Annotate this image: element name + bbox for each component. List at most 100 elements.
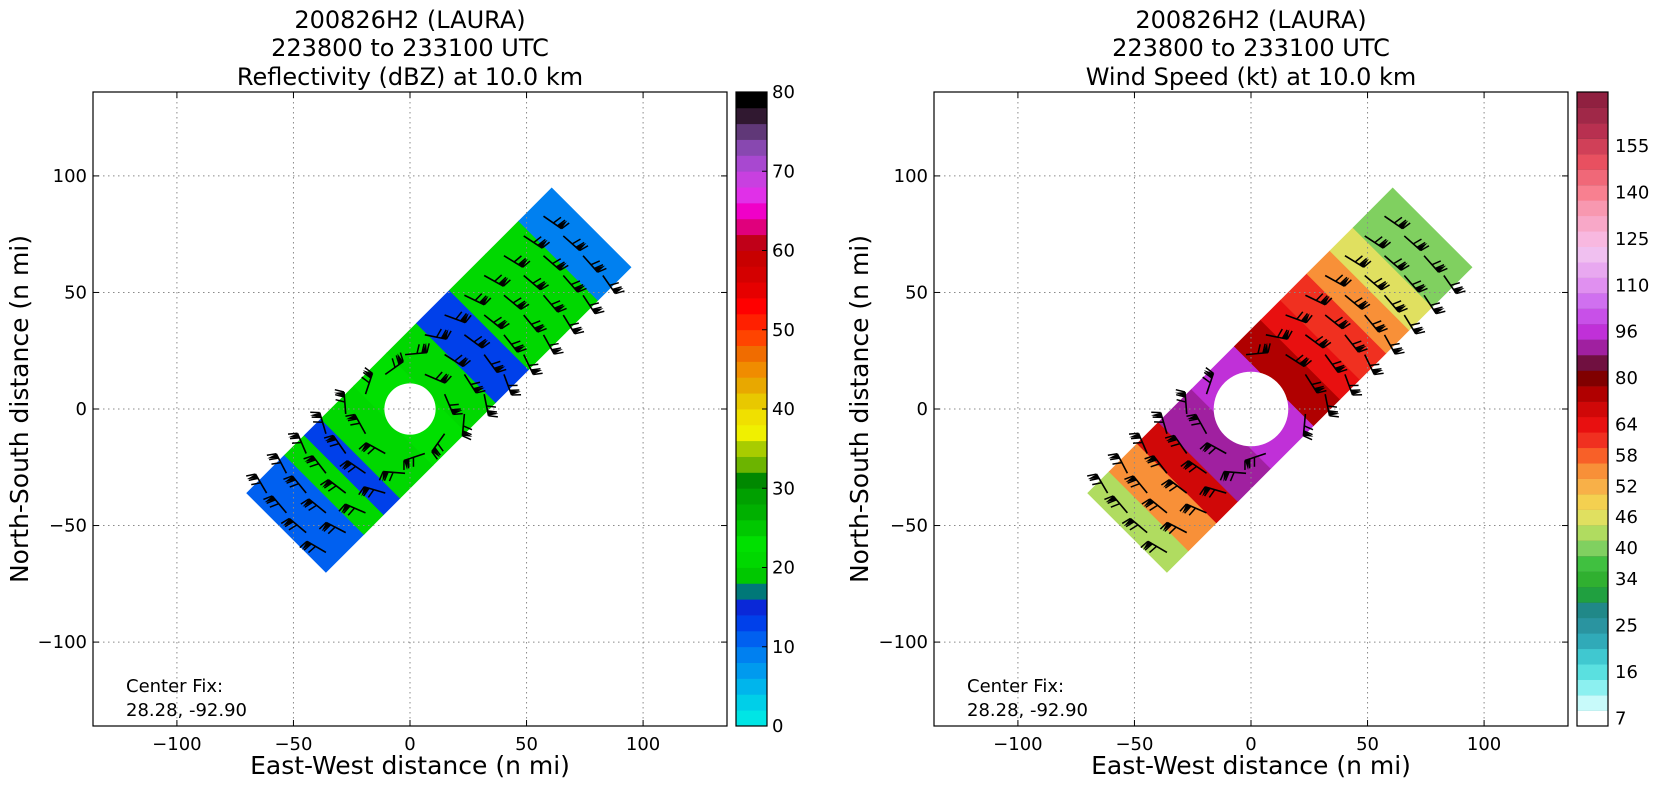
colorbar-tick-label: 20 xyxy=(772,558,795,579)
colorbar-tick-label: 58 xyxy=(1615,445,1638,466)
wind-barb xyxy=(483,354,507,374)
colorbar-bin xyxy=(736,123,767,140)
wind-barb xyxy=(523,354,543,376)
colorbar-bin xyxy=(736,615,767,632)
wind-speed-colorbar: 7 16 25 34 40 46 52 58 64 80 96 110 125 140 155 xyxy=(1576,91,1649,729)
x-axis-label: East-West distance (n mi) xyxy=(250,751,570,780)
wind-barb xyxy=(523,314,547,333)
chart-title-line-1: 200826H2 (LAURA) xyxy=(1135,6,1366,34)
wind-barb xyxy=(339,460,366,474)
colorbar-bin xyxy=(1577,293,1608,309)
colorbar-tick-label: 155 xyxy=(1615,136,1649,157)
colorbar-bin xyxy=(736,266,767,283)
colorbar-bin xyxy=(736,710,767,727)
wind-barb xyxy=(1344,255,1372,268)
colorbar-tick-label: 140 xyxy=(1615,183,1649,204)
storm-eye xyxy=(1213,371,1289,447)
wind-barb xyxy=(542,334,564,355)
wind-barb xyxy=(503,374,522,396)
colorbar-bin xyxy=(736,583,767,600)
wind-barb xyxy=(424,328,452,340)
x-tick-label: −100 xyxy=(993,734,1042,755)
colorbar-bin xyxy=(736,630,767,648)
colorbar-bin xyxy=(736,440,767,457)
wind-barb xyxy=(444,353,472,368)
reflectivity-colorbar: 0 10 20 30 40 50 60 70 80 xyxy=(735,82,795,737)
colorbar-tick-label: 16 xyxy=(1615,662,1638,683)
colorbar-tick-label: 80 xyxy=(1615,368,1638,389)
wind-barb xyxy=(523,235,551,249)
x-tick-label: 100 xyxy=(626,734,660,755)
colorbar-bin xyxy=(736,424,767,442)
wind-barb xyxy=(1199,442,1227,455)
colorbar-bin xyxy=(1577,401,1608,418)
wind-barb xyxy=(503,255,531,268)
wind-barbs xyxy=(1087,215,1466,554)
y-tick-label: −100 xyxy=(38,632,87,653)
colorbar-bin xyxy=(736,298,767,315)
wind-barb xyxy=(1344,374,1363,396)
wind-barb xyxy=(1364,274,1390,291)
colorbar-bin xyxy=(736,393,767,410)
colorbar-bin xyxy=(736,504,767,521)
colorbar-frame xyxy=(1576,91,1609,727)
colorbar-tick-label: 80 xyxy=(772,82,795,103)
field-band xyxy=(518,187,632,301)
wind-barb xyxy=(483,394,499,418)
colorbar-bin xyxy=(736,313,767,331)
colorbar-bin xyxy=(1577,153,1608,170)
colorbar-bin xyxy=(1577,339,1608,356)
x-ticks: −100 −50 0 50 100 xyxy=(152,92,660,755)
colorbar-bin xyxy=(1577,710,1608,727)
colorbar-bin xyxy=(736,678,767,695)
colorbar-tick-label: 110 xyxy=(1615,275,1649,296)
y-tick-label: 50 xyxy=(905,282,928,303)
wind-barb xyxy=(602,275,625,295)
y-ticks: −100 −50 0 50 100 xyxy=(879,166,1568,653)
x-tick-label: −50 xyxy=(274,734,312,755)
wind-barb xyxy=(358,486,386,498)
colorbar-bin xyxy=(736,377,767,394)
colorbar-bin xyxy=(1577,555,1608,572)
wind-barb xyxy=(318,521,347,535)
colorbar-bin xyxy=(1577,323,1608,340)
colorbar-bin xyxy=(1577,200,1608,217)
colorbar-bin xyxy=(736,155,767,172)
wind-barb xyxy=(1324,394,1340,418)
wind-barb xyxy=(1121,517,1148,534)
plot-gridlines xyxy=(93,92,727,726)
wind-barb xyxy=(266,453,288,474)
colorbar-tick-label: 25 xyxy=(1615,615,1638,636)
wind-barb xyxy=(1124,475,1148,494)
colorbar-bin xyxy=(736,694,767,711)
wind-barb xyxy=(1265,328,1293,340)
chart-title-line-3: Reflectivity (dBZ) at 10.0 km xyxy=(237,63,583,91)
wind-barb xyxy=(1180,460,1207,474)
wind-barb xyxy=(424,371,452,384)
colorbar-bin xyxy=(1577,509,1608,526)
wind-barb xyxy=(1403,235,1430,252)
wind-barb xyxy=(1383,294,1408,313)
wind-barb xyxy=(310,411,327,434)
wind-barb xyxy=(1160,479,1188,494)
wind-barb xyxy=(378,470,406,482)
center-fix-coordinates: 28.28, -92.90 xyxy=(126,700,247,721)
colorbar-bin xyxy=(1577,416,1608,433)
wind-barb xyxy=(334,388,347,415)
wind-barb xyxy=(358,442,386,455)
wind-barb xyxy=(463,334,491,349)
colorbar-bin xyxy=(736,345,767,362)
wind-barb xyxy=(1364,235,1392,249)
wind-barb xyxy=(1104,495,1128,514)
colorbar-bin xyxy=(736,472,767,489)
x-ticks: −100 −50 0 50 100 xyxy=(993,92,1501,755)
colorbar-tick-label: 34 xyxy=(1615,569,1638,590)
wind-barb xyxy=(1383,334,1405,355)
colorbar-bin xyxy=(1577,571,1608,588)
wind-barb xyxy=(404,342,430,356)
y-ticks: −100 −50 0 50 100 xyxy=(38,166,727,653)
colorbar-bin xyxy=(736,218,767,236)
plot-gridlines xyxy=(934,92,1568,726)
wind-barb xyxy=(1175,388,1188,415)
